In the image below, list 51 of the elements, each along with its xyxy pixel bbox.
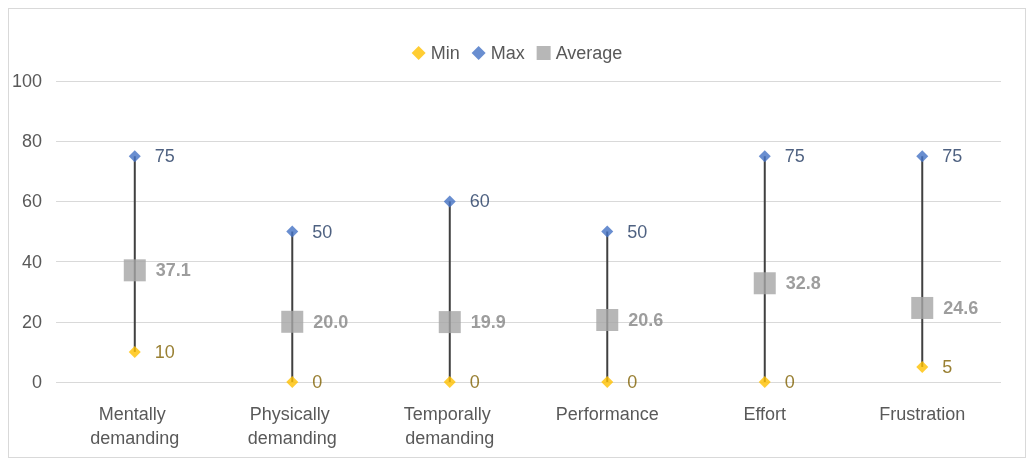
data-label: 50 [312, 221, 333, 242]
y-tick-label: 40 [22, 251, 43, 272]
y-tick-label: 0 [32, 372, 43, 392]
data-label: 0 [469, 372, 480, 392]
point [286, 376, 299, 388]
legend-label: Average [555, 43, 623, 63]
point [128, 345, 141, 358]
point [601, 376, 614, 388]
x-tick-label: Frustration [879, 404, 966, 424]
point [438, 311, 461, 334]
point [128, 150, 141, 163]
point [758, 376, 771, 388]
data-label: 50 [627, 221, 648, 242]
data-label: 0 [784, 372, 795, 392]
data-label: 5 [942, 356, 953, 377]
point [286, 225, 299, 238]
x-tick-label: Physically demanding [247, 404, 337, 448]
point [916, 360, 929, 373]
legend-label: Max [490, 43, 525, 63]
point [281, 310, 304, 333]
y-tick-label: 60 [22, 191, 43, 212]
data-label: 10 [154, 341, 175, 362]
data-label: 24.6 [943, 297, 979, 318]
data-label: 20.6 [628, 309, 664, 330]
legend-label: Min [430, 43, 460, 63]
data-label: 0 [312, 372, 323, 392]
point [601, 225, 614, 238]
point [443, 195, 456, 208]
y-tick-label: 20 [22, 311, 43, 332]
x-tick-label: Performance [555, 404, 659, 424]
x-tick-label: Mentally demanding [90, 404, 180, 448]
data-label: 75 [154, 146, 175, 167]
point [443, 376, 456, 388]
data-label: 0 [627, 372, 638, 392]
y-tick-label: 100 [11, 71, 43, 91]
point [596, 308, 619, 331]
point [123, 259, 146, 282]
data-label: 19.9 [470, 312, 506, 333]
point [753, 272, 776, 295]
point [916, 150, 929, 163]
data-label: 20.0 [313, 311, 349, 332]
data-label: 32.8 [785, 273, 821, 294]
y-tick-label: 80 [22, 131, 43, 152]
data-label: 60 [469, 191, 490, 212]
point [911, 296, 934, 319]
x-tick-label: Temporally demanding [403, 404, 496, 448]
data-label: 75 [784, 146, 805, 167]
x-tick-label: Effort [743, 404, 787, 424]
data-label: 37.1 [155, 260, 191, 281]
data-label: 75 [942, 146, 963, 167]
point [758, 150, 771, 163]
